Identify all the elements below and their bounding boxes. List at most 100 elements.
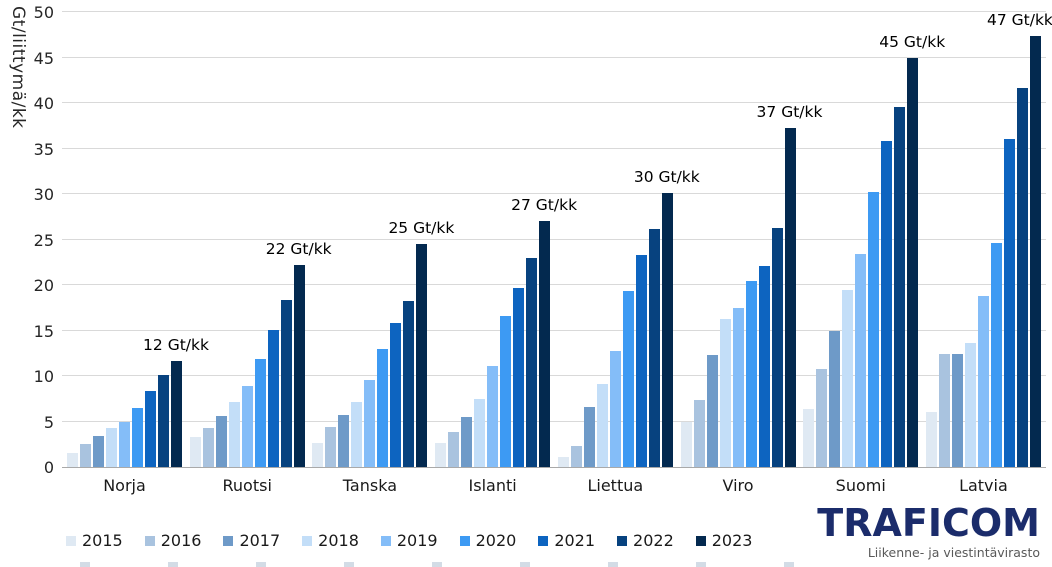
legend-label-2021: 2021 <box>554 531 596 550</box>
bar-viro-2018 <box>719 318 731 467</box>
bottom-tick-mark <box>256 562 266 567</box>
x-axis-label-norja: Norja <box>103 476 146 495</box>
bar-suomi-2020 <box>868 192 880 467</box>
x-axis-label-viro: Viro <box>722 476 754 495</box>
legend-item-2020: 2020 <box>459 531 516 550</box>
legend-swatch-2018 <box>302 535 313 546</box>
annotation-latvia: 47 Gt/kk <box>987 10 1052 29</box>
bar-norja-2015 <box>67 453 78 467</box>
bar-norja-2022 <box>158 375 169 467</box>
y-tick-label-5: 5 <box>43 412 54 432</box>
bar-group-latvia: Latvia 47 Gt/kk <box>925 11 1052 495</box>
bar-ruotsi-2021 <box>267 329 279 467</box>
bottom-tick-mark <box>520 562 530 567</box>
x-axis-label-latvia: Latvia <box>959 476 1008 495</box>
bar-viro-2017 <box>706 355 718 467</box>
bottom-tick-mark <box>696 562 706 567</box>
bar-group-viro: Viro 37 Gt/kk <box>680 13 822 495</box>
bar-tanska-2022 <box>403 301 415 467</box>
legend-label-2017: 2017 <box>239 531 281 550</box>
bar-tanska-2016 <box>325 426 337 467</box>
bar-liettua-2021 <box>635 254 647 467</box>
legend-swatch-2021 <box>538 535 549 546</box>
bar-norja-2018 <box>106 427 117 467</box>
bar-group-ruotsi: Ruotsi 22 Gt/kk <box>189 13 332 495</box>
bar-tanska-2017 <box>338 415 350 467</box>
bar-islanti-2015 <box>435 443 447 467</box>
bottom-tick-mark <box>168 562 178 567</box>
legend-item-2019: 2019 <box>380 531 438 550</box>
bar-group-liettua: Liettua 30 Gt/kk <box>557 13 700 495</box>
plot-area: Norja 12 Gt/kk Ruotsi 22 Gt/kk Tanska 25 Gt/k… <box>62 11 1052 495</box>
bar-norja-2019 <box>119 421 130 467</box>
bar-liettua-2016 <box>570 446 582 467</box>
bar-ruotsi-2022 <box>280 299 292 467</box>
x-axis-label-liettua: Liettua <box>587 476 644 495</box>
legend-label-2018: 2018 <box>318 531 359 550</box>
bar-liettua-2023 <box>661 193 673 467</box>
bar-suomi-2019 <box>855 254 867 467</box>
bar-tanska-2021 <box>390 323 402 467</box>
gridline-5 <box>62 420 1046 422</box>
gridline-15 <box>62 329 1046 331</box>
bar-tanska-2023 <box>416 244 428 467</box>
gridline-10 <box>62 375 1046 376</box>
bar-norja-2021 <box>145 390 156 467</box>
bar-norja-2020 <box>132 407 143 467</box>
bar-tanska-2020 <box>377 348 389 467</box>
bar-suomi-2016 <box>816 368 828 467</box>
annotation-liettua: 30 Gt/kk <box>633 168 700 187</box>
bar-tanska-2019 <box>364 379 376 467</box>
bar-group-norja: Norja 12 Gt/kk <box>67 13 209 495</box>
bar-suomi-2017 <box>829 330 841 467</box>
y-tick-label-35: 35 <box>33 139 54 159</box>
bar-liettua-2017 <box>583 406 595 467</box>
traficom-logo: TRAFICOM Liikenne- ja viestintävirasto <box>817 503 1040 560</box>
legend-item-2018: 2018 <box>302 531 359 550</box>
bottom-tick-mark <box>80 562 90 567</box>
gridline-40 <box>62 102 1046 103</box>
gridline-30 <box>62 193 1046 194</box>
bar-ruotsi-2020 <box>254 358 266 467</box>
x-axis-label-tanska: Tanska <box>342 476 398 495</box>
bar-ruotsi-2019 <box>241 386 253 467</box>
bar-viro-2015 <box>680 422 692 467</box>
bar-islanti-2021 <box>513 287 525 467</box>
bar-latvia-2023 <box>1029 35 1041 467</box>
legend-swatch-2019 <box>380 535 391 546</box>
legend-item-2022: 2022 <box>617 531 674 550</box>
bottom-tick-mark <box>608 562 618 567</box>
bar-latvia-2019 <box>977 295 989 467</box>
bar-latvia-2020 <box>990 243 1002 467</box>
legend-swatch-2020 <box>459 535 470 546</box>
bar-viro-2023 <box>784 128 796 467</box>
bar-latvia-2015 <box>925 411 937 467</box>
legend-swatch-2017 <box>223 535 234 546</box>
legend-item-2023: 2023 <box>695 531 753 550</box>
y-tick-label-45: 45 <box>33 48 54 68</box>
legend-swatch-2016 <box>144 535 155 546</box>
legend-label-2023: 2023 <box>711 531 753 550</box>
legend-label-2019: 2019 <box>396 531 438 550</box>
annotation-viro: 37 Gt/kk <box>756 103 823 122</box>
bar-latvia-2021 <box>1003 139 1015 467</box>
gridline-25 <box>62 238 1046 240</box>
bar-islanti-2019 <box>487 366 499 467</box>
legend-label-2022: 2022 <box>633 531 674 550</box>
bar-ruotsi-2023 <box>293 264 305 467</box>
bar-norja-2017 <box>93 436 104 467</box>
bar-suomi-2015 <box>803 408 815 467</box>
gridline-35 <box>62 147 1046 149</box>
legend-swatch-2023 <box>695 535 706 546</box>
legend-label-2016: 2016 <box>160 531 202 550</box>
bar-tanska-2018 <box>351 402 363 467</box>
y-tick-label-10: 10 <box>33 367 54 386</box>
bar-group-suomi: Suomi 45 Gt/kk <box>803 13 945 495</box>
bar-liettua-2019 <box>609 350 621 467</box>
bar-viro-2020 <box>745 281 757 467</box>
legend-item-2015: 2015 <box>66 531 123 550</box>
annotation-ruotsi: 22 Gt/kk <box>265 239 332 258</box>
annotation-norja: 12 Gt/kk <box>143 335 209 354</box>
traficom-wordmark: TRAFICOM <box>817 501 1040 545</box>
